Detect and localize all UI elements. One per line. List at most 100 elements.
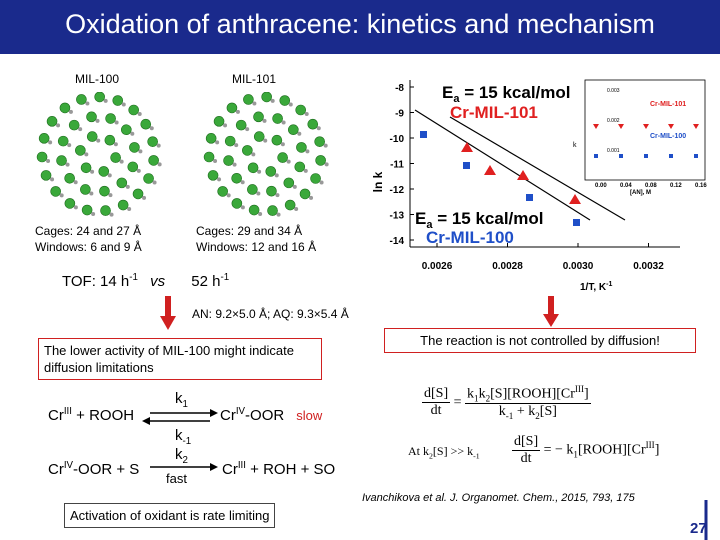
atom — [309, 195, 314, 200]
page-number: 27 — [690, 520, 707, 537]
atom — [235, 109, 240, 114]
atom — [292, 184, 297, 189]
inset-point — [668, 124, 674, 129]
inset-point — [669, 154, 673, 158]
left-box: The lower activity of MIL-100 might indi… — [38, 338, 322, 380]
ea-sub: a — [426, 219, 433, 231]
atom — [305, 149, 310, 154]
inset-y-tick: 0.002 — [607, 118, 620, 124]
t: III — [645, 440, 655, 451]
atom — [275, 193, 280, 198]
ox: III — [237, 460, 246, 471]
chem: Cr — [220, 407, 236, 424]
atom — [213, 159, 218, 164]
t: k — [498, 404, 506, 420]
header-bar — [0, 0, 720, 54]
atom — [319, 180, 324, 185]
atom — [323, 143, 328, 148]
x-axis-label: 1/T, K-1 — [580, 281, 612, 293]
atom — [288, 124, 299, 136]
atom — [245, 127, 250, 132]
atom — [272, 113, 283, 124]
atom — [80, 184, 91, 195]
atom — [142, 195, 147, 200]
right-box: The reaction is not controlled by diffus… — [384, 328, 696, 353]
point — [573, 219, 580, 226]
cages: Cages: 29 and 34 Å — [196, 224, 303, 238]
reaction-1-left: CrIII + ROOH — [48, 406, 134, 424]
x-tick-label: 0.0026 — [422, 261, 453, 272]
chem: + ROOH — [71, 407, 135, 424]
t: At k — [408, 444, 429, 458]
atom — [294, 161, 306, 173]
t: III — [574, 384, 584, 394]
atom — [99, 185, 110, 197]
atom — [149, 126, 154, 131]
chem: Cr — [48, 407, 64, 424]
chem: Cr — [48, 461, 64, 478]
y-tick-label: -13 — [390, 211, 405, 222]
atom — [105, 113, 116, 124]
atom — [307, 118, 319, 130]
atom — [226, 193, 231, 198]
atom — [277, 152, 288, 163]
atom — [64, 198, 76, 209]
k: k — [175, 390, 183, 407]
atom — [57, 135, 69, 147]
ea-sub: a — [453, 93, 460, 105]
atom — [316, 126, 321, 131]
atom — [299, 188, 311, 200]
atom — [114, 120, 119, 125]
atom — [103, 98, 108, 103]
t: k — [467, 386, 475, 402]
tof-text: 52 h — [191, 273, 221, 290]
inset-y-tick: 0.003 — [607, 88, 620, 94]
t: 2 — [485, 393, 491, 404]
atom — [274, 173, 279, 178]
atom — [270, 98, 275, 103]
t: [S][ROOH][Cr — [490, 386, 575, 402]
atom — [279, 95, 291, 106]
atom — [78, 127, 83, 132]
k: k — [175, 446, 183, 463]
x-tick-label: 0.0028 — [492, 261, 523, 272]
arrow — [160, 316, 176, 330]
atom — [38, 133, 50, 144]
atom — [235, 119, 247, 131]
atom — [324, 162, 329, 167]
atom — [96, 138, 101, 143]
fraction: k1k2[S][ROOH][CrIII] k-1 + k2[S] — [465, 384, 591, 421]
t: -1 — [473, 451, 480, 461]
inset-x-tick: 0.16 — [695, 183, 707, 189]
atom — [56, 155, 67, 166]
fraction: d[S] dt — [512, 434, 541, 467]
atom — [36, 151, 48, 163]
num: d[S] — [422, 386, 451, 404]
x-axis-label-exp: -1 — [606, 281, 612, 288]
fit-line — [414, 109, 591, 221]
chem: + ROH + SO — [245, 461, 336, 478]
atom — [137, 111, 142, 116]
atom — [271, 134, 283, 146]
inset-y-tick: 0.001 — [607, 148, 620, 154]
tof-exp: -1 — [129, 272, 138, 283]
ea-label: Ea = 15 kcal/mol — [415, 209, 544, 231]
fit-line — [449, 116, 626, 221]
atom — [315, 155, 326, 166]
atom — [56, 123, 61, 128]
atom — [156, 143, 161, 148]
atom — [215, 140, 220, 145]
atom — [304, 111, 309, 116]
x-tick-label: 0.0032 — [633, 261, 664, 272]
atom — [224, 135, 236, 147]
atom — [247, 184, 258, 195]
atom — [73, 205, 78, 210]
inset-x-tick: 0.08 — [645, 183, 657, 189]
x-tick-label: 0.0030 — [563, 261, 594, 272]
reaction-arrow — [142, 417, 150, 425]
atom — [234, 143, 239, 148]
atom — [242, 145, 253, 156]
point — [569, 194, 581, 204]
inset-label: Cr-MIL-101 — [650, 101, 686, 108]
